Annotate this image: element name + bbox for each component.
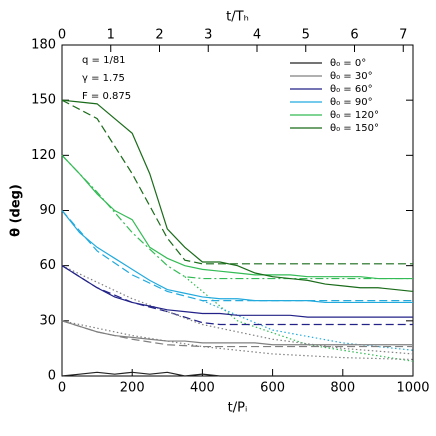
legend-label: θ₀ = 30° (330, 71, 373, 82)
legend-label: θ₀ = 120° (330, 110, 379, 121)
legend-label: θ₀ = 150° (330, 123, 379, 134)
data-line (61, 371, 413, 377)
model-line (61, 320, 414, 361)
data-line (61, 99, 414, 293)
annotation: F = 0.875 (82, 91, 131, 102)
x2-tick-label: 7 (399, 28, 407, 43)
x2-tick-label: 4 (253, 28, 261, 43)
legend-label: θ₀ = 90° (330, 97, 373, 108)
y-tick-label: 90 (39, 203, 56, 218)
y-tick-label: 0 (48, 369, 56, 384)
x2-tick-label: 5 (302, 28, 310, 43)
model-line (184, 276, 414, 362)
x2-tick-label: 6 (350, 28, 358, 43)
y-axis-label: θ (deg) (9, 184, 24, 237)
data-line (61, 154, 413, 280)
model-line (61, 154, 413, 280)
x2-axis-label: t/Tₕ (226, 10, 249, 25)
y-tick-label: 30 (39, 313, 56, 328)
data-line (61, 320, 413, 346)
model-line (61, 210, 413, 302)
data-line (61, 265, 413, 318)
x2-tick-label: 3 (204, 28, 212, 43)
x2-tick-label: 1 (107, 28, 115, 43)
x-tick-label: 1000 (396, 381, 429, 396)
x-tick-label: 400 (190, 381, 215, 396)
x2-tick-label: 0 (58, 28, 66, 43)
y-tick-label: 60 (39, 258, 56, 273)
y-tick-label: 150 (31, 93, 56, 108)
data-line (61, 210, 413, 304)
model-line (61, 265, 414, 355)
x-tick-label: 0 (58, 381, 66, 396)
x-axis-label: t/Pᵢ (228, 401, 248, 416)
legend-label: θ₀ = 0° (330, 58, 366, 69)
x-tick-label: 800 (330, 381, 355, 396)
model-line (61, 99, 413, 265)
y-tick-label: 180 (31, 38, 56, 53)
y-tick-label: 120 (31, 148, 56, 163)
annotation: γ = 1.75 (82, 73, 125, 84)
annotation: q = 1/81 (82, 55, 126, 66)
x-tick-label: 600 (260, 381, 285, 396)
legend-label: θ₀ = 60° (330, 84, 373, 95)
x-tick-label: 200 (120, 381, 145, 396)
x2-tick-label: 2 (155, 28, 163, 43)
